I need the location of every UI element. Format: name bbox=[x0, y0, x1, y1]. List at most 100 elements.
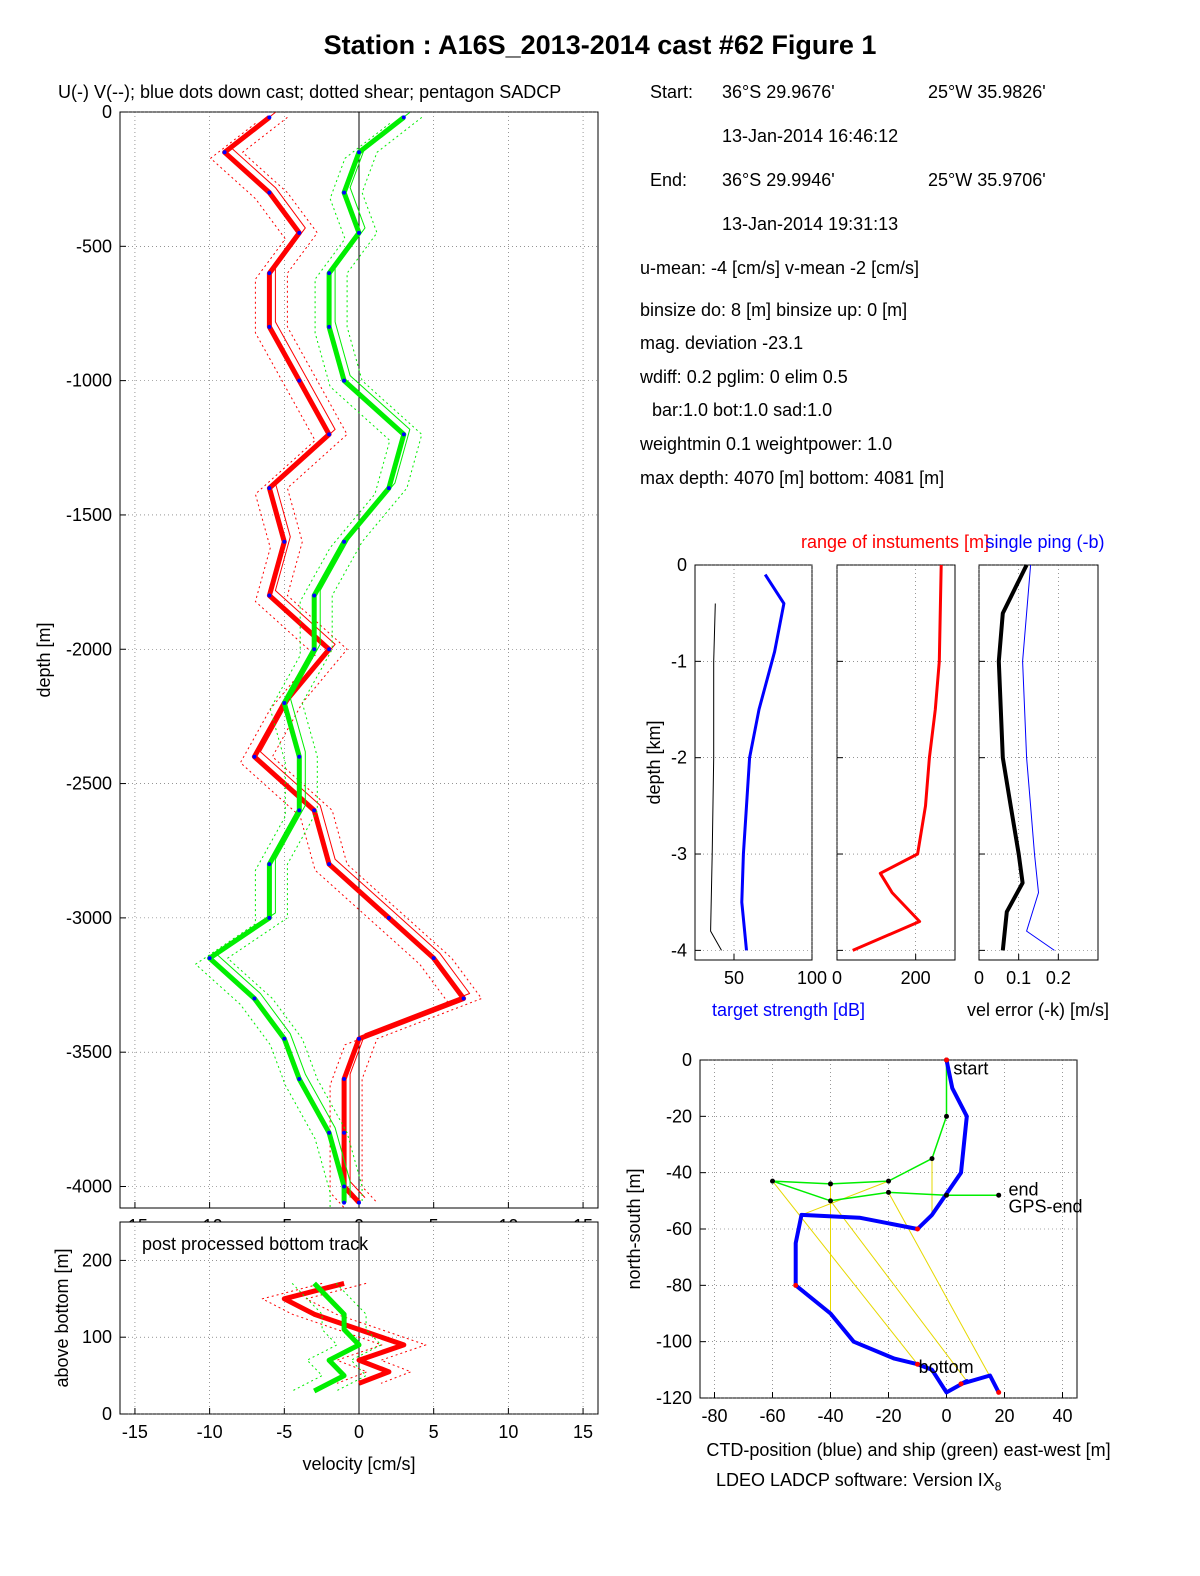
bottom-track-xtick-label-3: 0 bbox=[354, 1422, 364, 1442]
series-v-downcast-dot-12 bbox=[282, 700, 287, 705]
track-xlabel: CTD-position (blue) and ship (green) eas… bbox=[706, 1440, 1110, 1460]
track-ytick-label-2: -40 bbox=[666, 1163, 692, 1183]
main-profile-ytick-label-7: -3500 bbox=[66, 1042, 112, 1062]
end-lon: 25°W 35.9706' bbox=[928, 170, 1046, 190]
series-u-dotted bbox=[210, 123, 451, 1209]
bottom-track-xtick-label-5: 10 bbox=[498, 1422, 518, 1442]
main-profile-ytick-label-3: -1500 bbox=[66, 505, 112, 525]
series-v-downcast-dot-16 bbox=[267, 915, 272, 920]
series-v-downcast-dot-14 bbox=[297, 808, 302, 813]
series-u-downcast-dot-6 bbox=[297, 378, 302, 383]
track-ship-dot-5 bbox=[770, 1178, 775, 1184]
series-v-downcast-dot-1 bbox=[357, 150, 361, 155]
series-u-shear bbox=[242, 117, 483, 1203]
track-ytick-label-1: -20 bbox=[666, 1106, 692, 1126]
ri-u-line bbox=[852, 564, 943, 952]
track-ship-dot-7 bbox=[886, 1189, 891, 1195]
series-u-downcast-dot-2 bbox=[267, 190, 272, 195]
bt-u-dotted bbox=[261, 1282, 383, 1384]
bt-v-shear bbox=[335, 1283, 382, 1392]
bar-text: bar:1.0 bot:1.0 sad:1.0 bbox=[652, 400, 833, 420]
main-profile-ytick-label-6: -3000 bbox=[66, 908, 112, 928]
series-v-downcast-dot-8 bbox=[386, 486, 391, 491]
range-of-instruments-axes bbox=[836, 564, 956, 961]
track-ship-dot-3 bbox=[886, 1178, 891, 1184]
ts-xlabel: target strength [dB] bbox=[712, 1000, 865, 1020]
figure-title: Station : A16S_2013-2014 cast #62 Figure… bbox=[323, 30, 877, 60]
target-strength-ytick-label-0: 0 bbox=[677, 555, 687, 575]
track-xtick-label-6: 40 bbox=[1052, 1406, 1072, 1426]
series-v-downcast-dot-2 bbox=[342, 190, 347, 195]
series-v-downcast-dot-9 bbox=[342, 539, 347, 544]
track-label-end: end bbox=[1009, 1180, 1039, 1200]
series-u-downcast-dot-10 bbox=[267, 593, 272, 598]
series-v-downcast-dot-20 bbox=[297, 1077, 302, 1082]
ve-title: single ping (-b) bbox=[985, 532, 1104, 552]
track-ylabel: north-south [m] bbox=[624, 1168, 644, 1289]
ts-black-line bbox=[710, 603, 722, 951]
track-ship-dot-6 bbox=[828, 1198, 833, 1204]
bt-v-line bbox=[312, 1281, 362, 1394]
main-profile-ytick-label-2: -1000 bbox=[66, 371, 112, 391]
track-ctd-marker-19 bbox=[996, 1389, 1002, 1395]
series-v-downcast-dot-18 bbox=[252, 996, 257, 1001]
series-u-downcast-dot-7 bbox=[327, 432, 332, 437]
weight-text: weightmin 0.1 weightpower: 1.0 bbox=[640, 434, 893, 454]
bt-ylabel: above bottom [m] bbox=[52, 1248, 72, 1387]
end-lat: 36°S 29.9946' bbox=[722, 170, 835, 190]
track-ctd-marker-5 bbox=[915, 1226, 920, 1232]
main-profile-ylabel: depth [m] bbox=[34, 622, 54, 697]
bottom-track-ytick-label-1: 100 bbox=[82, 1327, 112, 1347]
series-v-downcast-dot-15 bbox=[267, 862, 272, 867]
series-u-downcast-dot-17 bbox=[431, 956, 436, 961]
track-ctd-marker-0 bbox=[944, 1057, 949, 1063]
track-ctd-marker-13 bbox=[915, 1361, 920, 1367]
track-ship-dot-1 bbox=[944, 1113, 949, 1119]
main-profile-ytick-label-4: -2000 bbox=[66, 639, 112, 659]
track-xtick-label-1: -60 bbox=[759, 1406, 785, 1426]
series-u-downcast-dot-18 bbox=[461, 996, 466, 1001]
target-strength-ytick-label-4: -4 bbox=[671, 940, 687, 960]
main-profile-ytick-label-8: -4000 bbox=[66, 1177, 112, 1197]
target-strength-ytick-label-2: -2 bbox=[671, 748, 687, 768]
vel-error-frame bbox=[978, 564, 1099, 961]
start-time: 13-Jan-2014 16:46:12 bbox=[722, 126, 899, 146]
track-ctd-marker-9 bbox=[793, 1282, 799, 1288]
binsize-text: binsize do: 8 [m] binsize up: 0 [m] bbox=[640, 300, 908, 320]
series-v-downcast-dot-17 bbox=[207, 956, 212, 961]
target-strength-axes bbox=[694, 564, 813, 961]
bottom-track-xtick-label-6: 15 bbox=[573, 1422, 593, 1442]
track-label-bottom: bottom bbox=[919, 1357, 974, 1377]
main-profile-ytick-label-1: -500 bbox=[76, 236, 112, 256]
wdiff-text: wdiff: 0.2 pglim: 0 elim 0.5 bbox=[640, 367, 848, 387]
range-of-instruments-frame bbox=[836, 564, 956, 961]
track-connector-4 bbox=[830, 1200, 968, 1382]
software-text: LDEO LADCP software: Version IX bbox=[716, 1470, 995, 1490]
series-u-downcast-dot-9 bbox=[282, 539, 287, 544]
bottom-track-xtick-label-1: -10 bbox=[197, 1422, 223, 1442]
software-version: LDEO LADCP software: Version IX8 bbox=[716, 1470, 1001, 1494]
track-ship-dot-9 bbox=[996, 1192, 1002, 1198]
start-lon: 25°W 35.9826' bbox=[928, 82, 1046, 102]
main-profile-ytick-label-5: -2500 bbox=[66, 774, 112, 794]
main-profile-ytick-label-0: 0 bbox=[102, 102, 112, 122]
ts-ylabel: depth [km] bbox=[644, 720, 664, 804]
series-v-downcast-dot-19 bbox=[282, 1036, 287, 1041]
track-axes bbox=[699, 1059, 1078, 1399]
series-u-downcast-dot-3 bbox=[297, 230, 302, 235]
series-u-downcast-dot-19 bbox=[357, 1036, 361, 1041]
end-time: 13-Jan-2014 19:31:13 bbox=[722, 214, 899, 234]
range-of-instruments-xtick-label-0: 0 bbox=[832, 968, 842, 988]
series-v-downcast-dot-5 bbox=[327, 324, 332, 329]
means-text: u-mean: -4 [cm/s] v-mean -2 [cm/s] bbox=[640, 258, 920, 278]
series-u-downcast-dot-8 bbox=[267, 486, 272, 491]
ve-ctd-line bbox=[1022, 564, 1055, 951]
series-u-downcast-dot-16 bbox=[386, 915, 391, 920]
bottom-track-xtick-label-0: -15 bbox=[122, 1422, 148, 1442]
vel-error-xtick-label-0: 0 bbox=[974, 968, 984, 988]
track-ship-dot-2 bbox=[929, 1156, 935, 1162]
target-strength-xtick-label-1: 100 bbox=[797, 968, 827, 988]
series-v-downcast-dot-4 bbox=[327, 271, 332, 276]
track-ship-dot-8 bbox=[944, 1192, 949, 1198]
